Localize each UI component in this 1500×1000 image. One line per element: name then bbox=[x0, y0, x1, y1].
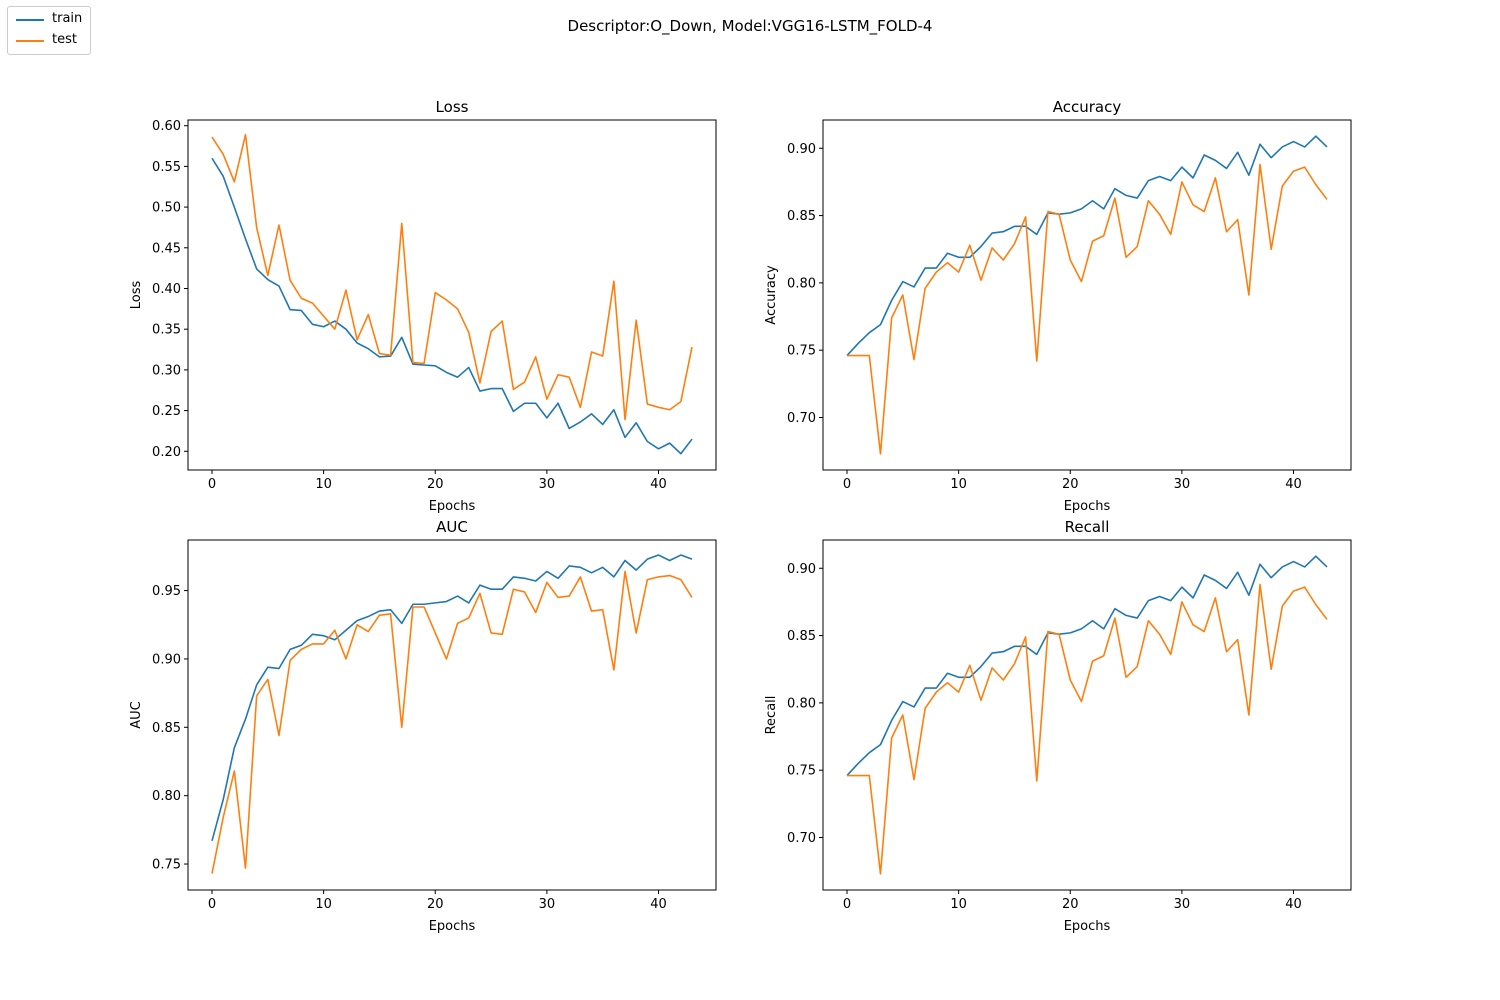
x-tick-label: 20 bbox=[1062, 897, 1079, 912]
y-axis-label: Accuracy bbox=[764, 265, 779, 325]
y-axis-label: AUC bbox=[129, 701, 144, 729]
x-tick-label: 40 bbox=[650, 477, 667, 492]
legend: train test bbox=[7, 6, 91, 55]
chart-title: Accuracy bbox=[1053, 98, 1122, 116]
plot-frame-accuracy bbox=[822, 119, 1352, 471]
x-tick-label: 0 bbox=[208, 897, 216, 912]
y-tick-label: 0.80 bbox=[152, 789, 181, 804]
series-line-test bbox=[211, 570, 693, 874]
series-line-train bbox=[846, 135, 1328, 357]
x-tick-label: 10 bbox=[315, 897, 332, 912]
y-tick-label: 0.40 bbox=[152, 282, 181, 297]
x-tick-label: 10 bbox=[950, 897, 967, 912]
chart-auc: 0 10 20 30 40 0.75 0.80 0.85 0.90 0.95 AUC Epochs AU… bbox=[129, 518, 717, 934]
x-tick-label: 30 bbox=[539, 477, 556, 492]
series-line-train bbox=[846, 555, 1328, 777]
figure-title: Descriptor:O_Down, Model:VGG16-LSTM_FOLD… bbox=[567, 17, 933, 35]
chart-loss: 0 10 20 30 40 0.20 0.25 0.30 0.35 0.40 0.45 0.50 0.5… bbox=[129, 98, 717, 514]
y-tick-label: 0.20 bbox=[152, 445, 181, 460]
y-tick-label: 0.45 bbox=[152, 241, 181, 256]
x-tick-label: 30 bbox=[539, 897, 556, 912]
y-tick-label: 0.70 bbox=[787, 411, 816, 426]
y-tick-label: 0.90 bbox=[152, 652, 181, 667]
x-tick-label: 40 bbox=[650, 897, 667, 912]
series-line-test bbox=[847, 583, 1328, 875]
y-tick-label: 0.80 bbox=[787, 696, 816, 711]
y-tick-label: 0.75 bbox=[787, 344, 816, 359]
x-axis-label: Epochs bbox=[429, 919, 476, 934]
x-tick-label: 30 bbox=[1174, 477, 1191, 492]
x-tick-label: 20 bbox=[1062, 477, 1079, 492]
x-tick-label: 10 bbox=[315, 477, 332, 492]
x-tick-label: 40 bbox=[1285, 477, 1302, 492]
y-tick-label: 0.85 bbox=[787, 209, 816, 224]
y-tick-label: 0.30 bbox=[152, 363, 181, 378]
y-tick-label: 0.75 bbox=[787, 764, 816, 779]
y-tick-label: 0.60 bbox=[152, 119, 181, 134]
legend-swatch-test bbox=[16, 40, 44, 42]
y-axis-label: Loss bbox=[129, 281, 144, 310]
y-tick-label: 0.85 bbox=[152, 721, 181, 736]
y-tick-label: 0.90 bbox=[787, 562, 816, 577]
series-line-test bbox=[847, 163, 1328, 455]
series-line-test bbox=[211, 133, 693, 421]
y-tick-label: 0.70 bbox=[787, 831, 816, 846]
y-tick-label: 0.90 bbox=[787, 142, 816, 157]
x-tick-label: 20 bbox=[427, 477, 444, 492]
y-tick-label: 0.80 bbox=[787, 276, 816, 291]
x-tick-label: 0 bbox=[843, 477, 851, 492]
chart-title: Recall bbox=[1065, 518, 1110, 536]
chart-recall: 0 10 20 30 40 0.70 0.75 0.80 0.85 0.90 Recall Epoch… bbox=[764, 518, 1352, 934]
chart-title: AUC bbox=[436, 518, 468, 536]
y-tick-label: 0.75 bbox=[152, 858, 181, 873]
legend-label-test: test bbox=[52, 32, 77, 47]
y-tick-label: 0.55 bbox=[152, 160, 181, 175]
plot-frame-loss bbox=[187, 119, 717, 471]
x-tick-label: 20 bbox=[427, 897, 444, 912]
series-line-train bbox=[211, 554, 693, 841]
y-tick-label: 0.50 bbox=[152, 201, 181, 216]
legend-swatch-train bbox=[16, 19, 44, 21]
plot-frame-auc bbox=[187, 539, 717, 891]
chart-accuracy: 0 10 20 30 40 0.70 0.75 0.80 0.85 0.90 Accuracy Epo… bbox=[764, 98, 1352, 514]
series-line-train bbox=[211, 157, 693, 455]
x-tick-label: 40 bbox=[1285, 897, 1302, 912]
y-tick-label: 0.35 bbox=[152, 323, 181, 338]
y-tick-label: 0.95 bbox=[152, 584, 181, 599]
y-axis-label: Recall bbox=[764, 696, 779, 735]
y-tick-label: 0.85 bbox=[787, 629, 816, 644]
x-tick-label: 30 bbox=[1174, 897, 1191, 912]
chart-title: Loss bbox=[436, 98, 469, 116]
x-axis-label: Epochs bbox=[1064, 919, 1111, 934]
y-tick-label: 0.25 bbox=[152, 404, 181, 419]
x-axis-label: Epochs bbox=[429, 499, 476, 514]
x-tick-label: 0 bbox=[208, 477, 216, 492]
x-axis-label: Epochs bbox=[1064, 499, 1111, 514]
plot-frame-recall bbox=[822, 539, 1352, 891]
legend-label-train: train bbox=[52, 11, 83, 26]
x-tick-label: 0 bbox=[843, 897, 851, 912]
x-tick-label: 10 bbox=[950, 477, 967, 492]
